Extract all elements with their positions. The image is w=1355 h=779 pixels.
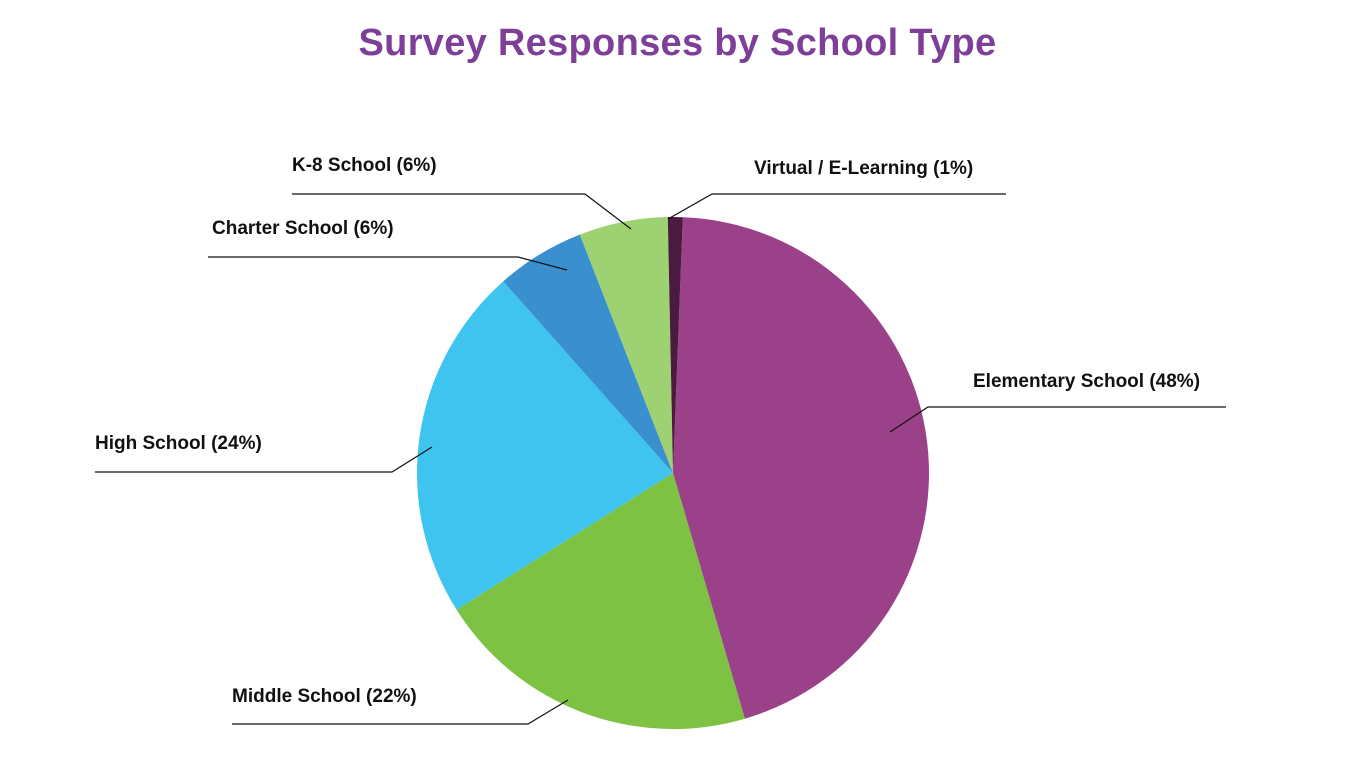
leader-lines <box>95 193 1226 725</box>
leader-line-high-school <box>95 446 433 473</box>
leader-line-virtual-e-learning <box>667 193 1006 220</box>
slice-label-k-8-school: K-8 School (6%) <box>292 155 437 176</box>
slice-label-virtual-e-learning: Virtual / E-Learning (1%) <box>754 158 973 179</box>
pie-slice-middle-school <box>456 473 745 729</box>
pie-slice-virtual-e-learning <box>667 216 683 473</box>
pie-slice-elementary-school <box>673 217 929 719</box>
slice-label-charter-school: Charter School (6%) <box>212 218 394 239</box>
leader-line-middle-school <box>232 699 569 725</box>
slice-label-high-school: High School (24%) <box>95 433 262 454</box>
leader-line-elementary-school <box>889 406 1226 433</box>
pie-slices <box>417 216 929 729</box>
pie-slice-high-school <box>417 281 673 610</box>
slice-label-elementary-school: Elementary School (48%) <box>973 371 1200 392</box>
leader-line-charter-school <box>208 256 568 271</box>
slice-labels: Elementary School (48%) Middle School (22… <box>95 155 1200 707</box>
chart-title: Survey Responses by School Type <box>358 22 997 64</box>
pie-slice-charter-school <box>503 234 673 473</box>
slice-label-middle-school: Middle School (22%) <box>232 686 417 707</box>
leader-line-k-8-school <box>292 193 632 230</box>
pie-slice-k-8-school <box>579 217 673 473</box>
